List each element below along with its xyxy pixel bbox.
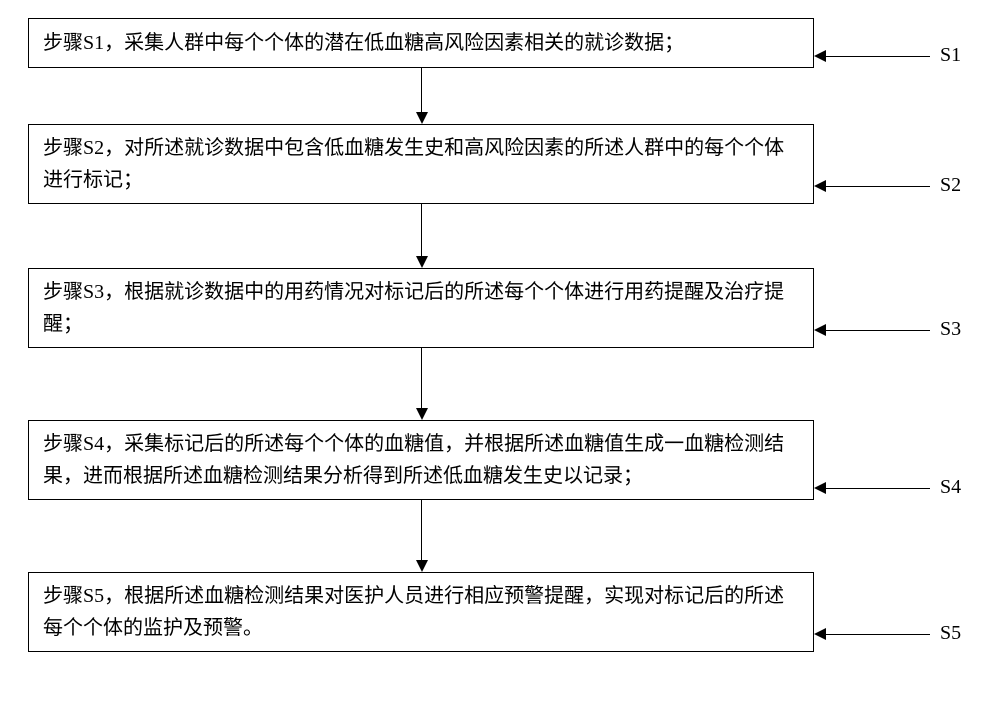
label-arrow-s2 xyxy=(814,180,826,192)
label-arrow-s5 xyxy=(814,628,826,640)
arrow-head-1 xyxy=(416,256,428,268)
arrow-line-1 xyxy=(421,204,422,256)
label-text-s5: S5 xyxy=(940,622,961,645)
arrow-head-0 xyxy=(416,112,428,124)
label-arrow-s3 xyxy=(814,324,826,336)
arrow-line-3 xyxy=(421,500,422,560)
label-line-s2 xyxy=(826,186,930,187)
step-box-s3: 步骤S3，根据就诊数据中的用药情况对标记后的所述每个个体进行用药提醒及治疗提醒； xyxy=(28,268,814,348)
label-text-s2: S2 xyxy=(940,174,961,197)
step-box-s4: 步骤S4，采集标记后的所述每个个体的血糖值，并根据所述血糖值生成一血糖检测结果，… xyxy=(28,420,814,500)
label-arrow-s4 xyxy=(814,482,826,494)
arrow-line-0 xyxy=(421,68,422,112)
label-text-s1: S1 xyxy=(940,44,961,67)
label-text-s3: S3 xyxy=(940,318,961,341)
arrow-line-2 xyxy=(421,348,422,408)
step-box-s1: 步骤S1，采集人群中每个个体的潜在低血糖高风险因素相关的就诊数据； xyxy=(28,18,814,68)
step-text-s2: 步骤S2，对所述就诊数据中包含低血糖发生史和高风险因素的所述人群中的每个个体进行… xyxy=(43,132,799,196)
arrow-head-2 xyxy=(416,408,428,420)
step-box-s2: 步骤S2，对所述就诊数据中包含低血糖发生史和高风险因素的所述人群中的每个个体进行… xyxy=(28,124,814,204)
label-line-s3 xyxy=(826,330,930,331)
flowchart-canvas: 步骤S1，采集人群中每个个体的潜在低血糖高风险因素相关的就诊数据； S1 步骤S2，… xyxy=(0,0,1000,715)
step-text-s3: 步骤S3，根据就诊数据中的用药情况对标记后的所述每个个体进行用药提醒及治疗提醒； xyxy=(43,276,799,340)
step-text-s5: 步骤S5，根据所述血糖检测结果对医护人员进行相应预警提醒，实现对标记后的所述每个… xyxy=(43,580,799,644)
label-line-s1 xyxy=(826,56,930,57)
label-arrow-s1 xyxy=(814,50,826,62)
label-line-s5 xyxy=(826,634,930,635)
step-text-s4: 步骤S4，采集标记后的所述每个个体的血糖值，并根据所述血糖值生成一血糖检测结果，… xyxy=(43,428,799,492)
step-box-s5: 步骤S5，根据所述血糖检测结果对医护人员进行相应预警提醒，实现对标记后的所述每个… xyxy=(28,572,814,652)
arrow-head-3 xyxy=(416,560,428,572)
step-text-s1: 步骤S1，采集人群中每个个体的潜在低血糖高风险因素相关的就诊数据； xyxy=(43,27,684,59)
label-text-s4: S4 xyxy=(940,476,961,499)
label-line-s4 xyxy=(826,488,930,489)
